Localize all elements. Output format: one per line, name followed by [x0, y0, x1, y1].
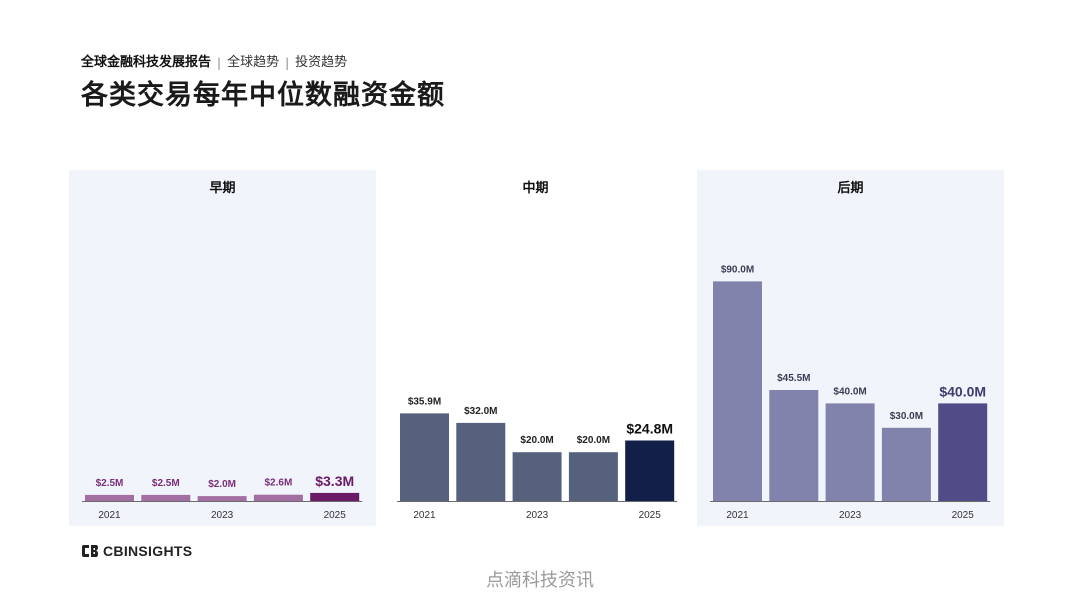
chart-title: 后期: [837, 181, 864, 196]
bar-2025: [625, 440, 675, 501]
data-label-2023: $20.0M: [520, 435, 553, 446]
brand-name: CBINSIGHTS: [103, 543, 193, 559]
breadcrumb-separator: |: [217, 56, 222, 70]
bar-2021: [85, 494, 134, 501]
data-label-2024: $20.0M: [577, 435, 610, 446]
brand-logo: CBINSIGHTS: [81, 543, 192, 559]
x-tick-label-2023: 2023: [211, 510, 234, 521]
bar-2025: [310, 492, 360, 501]
bar-2024: [568, 452, 618, 501]
bar-chart-mid: $35.9M 2021 $32.0M $20.0M 2023 $20.0M $24.8M 20…: [397, 396, 678, 521]
chart-title: 中期: [522, 181, 549, 196]
bar-2022: [456, 422, 506, 501]
x-tick-label-2021: 2021: [98, 510, 121, 521]
x-tick-label-2021: 2021: [726, 510, 749, 521]
data-label-2025: $24.8M: [626, 421, 673, 437]
data-label-2022: $32.0M: [464, 406, 497, 417]
breadcrumb-subsection: 投资趋势: [295, 55, 348, 70]
bar-2022: [769, 390, 819, 501]
bar-2021: [713, 281, 762, 501]
data-label-2025: $40.0M: [939, 383, 986, 399]
watermark: 点滴科技资讯: [486, 570, 594, 591]
bar-2023: [825, 403, 875, 501]
bar-2022: [141, 494, 191, 501]
chart-panel-mid: 中期 $35.9M 2021 $32.0M $20.0M 2023 $20.0M $24.8…: [384, 170, 687, 526]
bar-2024: [253, 494, 303, 501]
cb-logo-icon: [82, 545, 98, 557]
x-tick-label-2025: 2025: [639, 510, 662, 521]
data-label-2021: $90.0M: [721, 264, 754, 275]
data-label-2023: $40.0M: [833, 386, 866, 397]
bar-2023: [197, 496, 247, 501]
data-label-2021: $35.9M: [408, 396, 441, 407]
x-tick-label-2023: 2023: [839, 510, 862, 521]
breadcrumb: 全球金融科技发展报告 | 全球趋势 | 投资趋势: [81, 54, 347, 72]
data-label-2024: $30.0M: [890, 411, 923, 422]
bar-2025: [938, 403, 988, 501]
chart-title: 早期: [209, 181, 236, 196]
data-label-2022: $2.5M: [152, 478, 180, 489]
data-label-2024: $2.6M: [265, 478, 293, 489]
breadcrumb-section: 全球趋势: [227, 55, 280, 70]
data-label-2025: $3.3M: [315, 473, 354, 489]
data-label-2021: $2.5M: [96, 478, 124, 489]
bar-2024: [881, 427, 931, 501]
data-label-2022: $45.5M: [777, 373, 810, 384]
bar-chart-late: $90.0M 2021 $45.5M $40.0M 2023 $30.0M $40.0M 20…: [710, 264, 991, 521]
chart-panel-late: 后期 $90.0M 2021 $45.5M $40.0M 2023 $30.0M $40.0…: [697, 170, 1004, 526]
x-tick-label-2025: 2025: [952, 510, 975, 521]
x-tick-label-2025: 2025: [324, 510, 347, 521]
data-label-2023: $2.0M: [208, 479, 236, 490]
page-title: 各类交易每年中位数融资金额: [81, 80, 445, 111]
report-name: 全球金融科技发展报告: [81, 55, 212, 70]
breadcrumb-separator: |: [285, 56, 290, 70]
chart-panel-early: 早期 $2.5M 2021 $2.5M $2.0M 2023 $2.6M $3.3M 2025: [69, 170, 376, 526]
bar-2021: [400, 413, 449, 501]
bar-chart-early: $2.5M 2021 $2.5M $2.0M 2023 $2.6M $3.3M 2025: [82, 473, 363, 521]
bar-2023: [512, 452, 562, 501]
x-tick-label-2023: 2023: [526, 510, 549, 521]
x-tick-label-2021: 2021: [413, 510, 436, 521]
